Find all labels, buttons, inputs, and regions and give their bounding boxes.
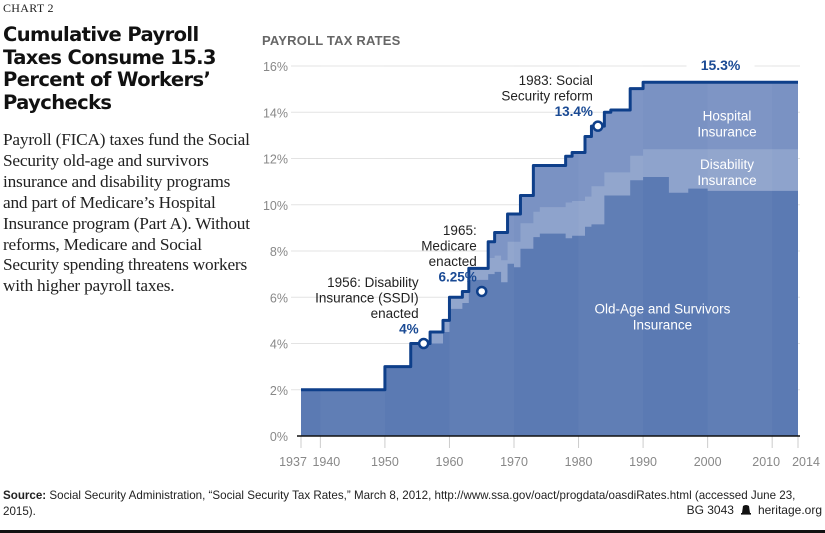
y-tick-label: 0% bbox=[270, 430, 288, 444]
y-axis-ticks: 0% 2% 4% 6% 8% 10% 12% 14% 16% bbox=[263, 60, 288, 444]
source-note: Source: Social Security Administration, … bbox=[3, 488, 825, 520]
y-tick-label: 8% bbox=[270, 245, 288, 259]
annotation-value: 6.25% bbox=[438, 269, 476, 284]
x-tick-label: 2010 bbox=[752, 455, 780, 469]
annotation-text: enacted bbox=[371, 306, 419, 321]
bottom-rule bbox=[0, 530, 825, 533]
x-tick-label: 1950 bbox=[371, 455, 399, 469]
payroll-tax-chart: 0%2%4%6%8%10%12%14%16% 1937 1940 1950 1960 1… bbox=[263, 56, 820, 469]
y-tick-label: 14% bbox=[263, 106, 288, 120]
area-labels: HospitalInsuranceDisabilityInsuranceOld-… bbox=[595, 108, 757, 332]
area-oasi bbox=[301, 177, 798, 436]
annotation-marker bbox=[592, 120, 604, 132]
x-tick-label: 1990 bbox=[629, 455, 657, 469]
report-id: BG 3043 bbox=[686, 503, 734, 517]
annotation-text: 1965: bbox=[443, 223, 477, 238]
y-tick-label: 10% bbox=[263, 199, 288, 213]
x-tick-label: 2014 bbox=[792, 455, 820, 469]
area-label: Hospital bbox=[703, 108, 752, 123]
chart-title: PAYROLL TAX RATES bbox=[262, 33, 401, 48]
y-tick-label: 2% bbox=[270, 384, 288, 398]
total-rate-line bbox=[301, 80, 798, 392]
area-label: Insurance bbox=[633, 317, 692, 332]
annotation-text: 1983: Social bbox=[519, 73, 593, 88]
annotation-marker bbox=[475, 285, 488, 298]
liberty-bell-icon bbox=[740, 505, 751, 515]
chart-description: Payroll (FICA) taxes fund the Social Sec… bbox=[3, 130, 250, 296]
x-tick-label: 2000 bbox=[694, 455, 722, 469]
credit: BG 3043 heritage.org bbox=[687, 503, 822, 517]
area-label: Insurance bbox=[697, 173, 756, 188]
y-tick-label: 6% bbox=[270, 291, 288, 305]
annotation-marker bbox=[417, 337, 430, 350]
area-label: Old-Age and Survivors bbox=[595, 301, 731, 316]
annotation-text: Security reform bbox=[501, 89, 593, 104]
y-tick-label: 4% bbox=[270, 338, 288, 352]
annotation-value: 13.4% bbox=[555, 104, 593, 119]
y-tick-label: 12% bbox=[263, 153, 288, 167]
annotation-text: 1956: Disability bbox=[327, 275, 419, 290]
source-label: Source: bbox=[3, 489, 47, 502]
area-label: Disability bbox=[700, 157, 754, 172]
decade-band bbox=[320, 56, 385, 436]
total-rate-line bbox=[301, 80, 798, 392]
x-axis-ticks: 1937 1940 1950 1960 1970 1980 1990 2000 2010 2014 bbox=[279, 436, 820, 469]
chart-number-label: CHART 2 bbox=[3, 1, 54, 15]
area-label: Insurance bbox=[697, 124, 756, 139]
x-tick-label: 1960 bbox=[436, 455, 464, 469]
annotation-value: 15.3% bbox=[701, 57, 741, 73]
annotation-bg bbox=[686, 56, 755, 75]
x-tick-label: 1940 bbox=[312, 455, 340, 469]
annotation-text: Medicare bbox=[421, 238, 477, 253]
annotation-text: Insurance (SSDI) bbox=[315, 291, 419, 306]
y-tick-label: 16% bbox=[263, 60, 288, 74]
x-tick-label: 1937 bbox=[279, 455, 307, 469]
site-link[interactable]: heritage.org bbox=[757, 503, 822, 517]
annotation-value: 4% bbox=[399, 322, 419, 337]
page-title: Cumulative Payroll Taxes Consume 15.3 Pe… bbox=[3, 23, 216, 114]
source-text: Social Security Administration, “Social … bbox=[3, 489, 796, 518]
annotation-text: enacted bbox=[429, 254, 477, 269]
x-tick-label: 1980 bbox=[565, 455, 593, 469]
x-tick-label: 1970 bbox=[500, 455, 528, 469]
